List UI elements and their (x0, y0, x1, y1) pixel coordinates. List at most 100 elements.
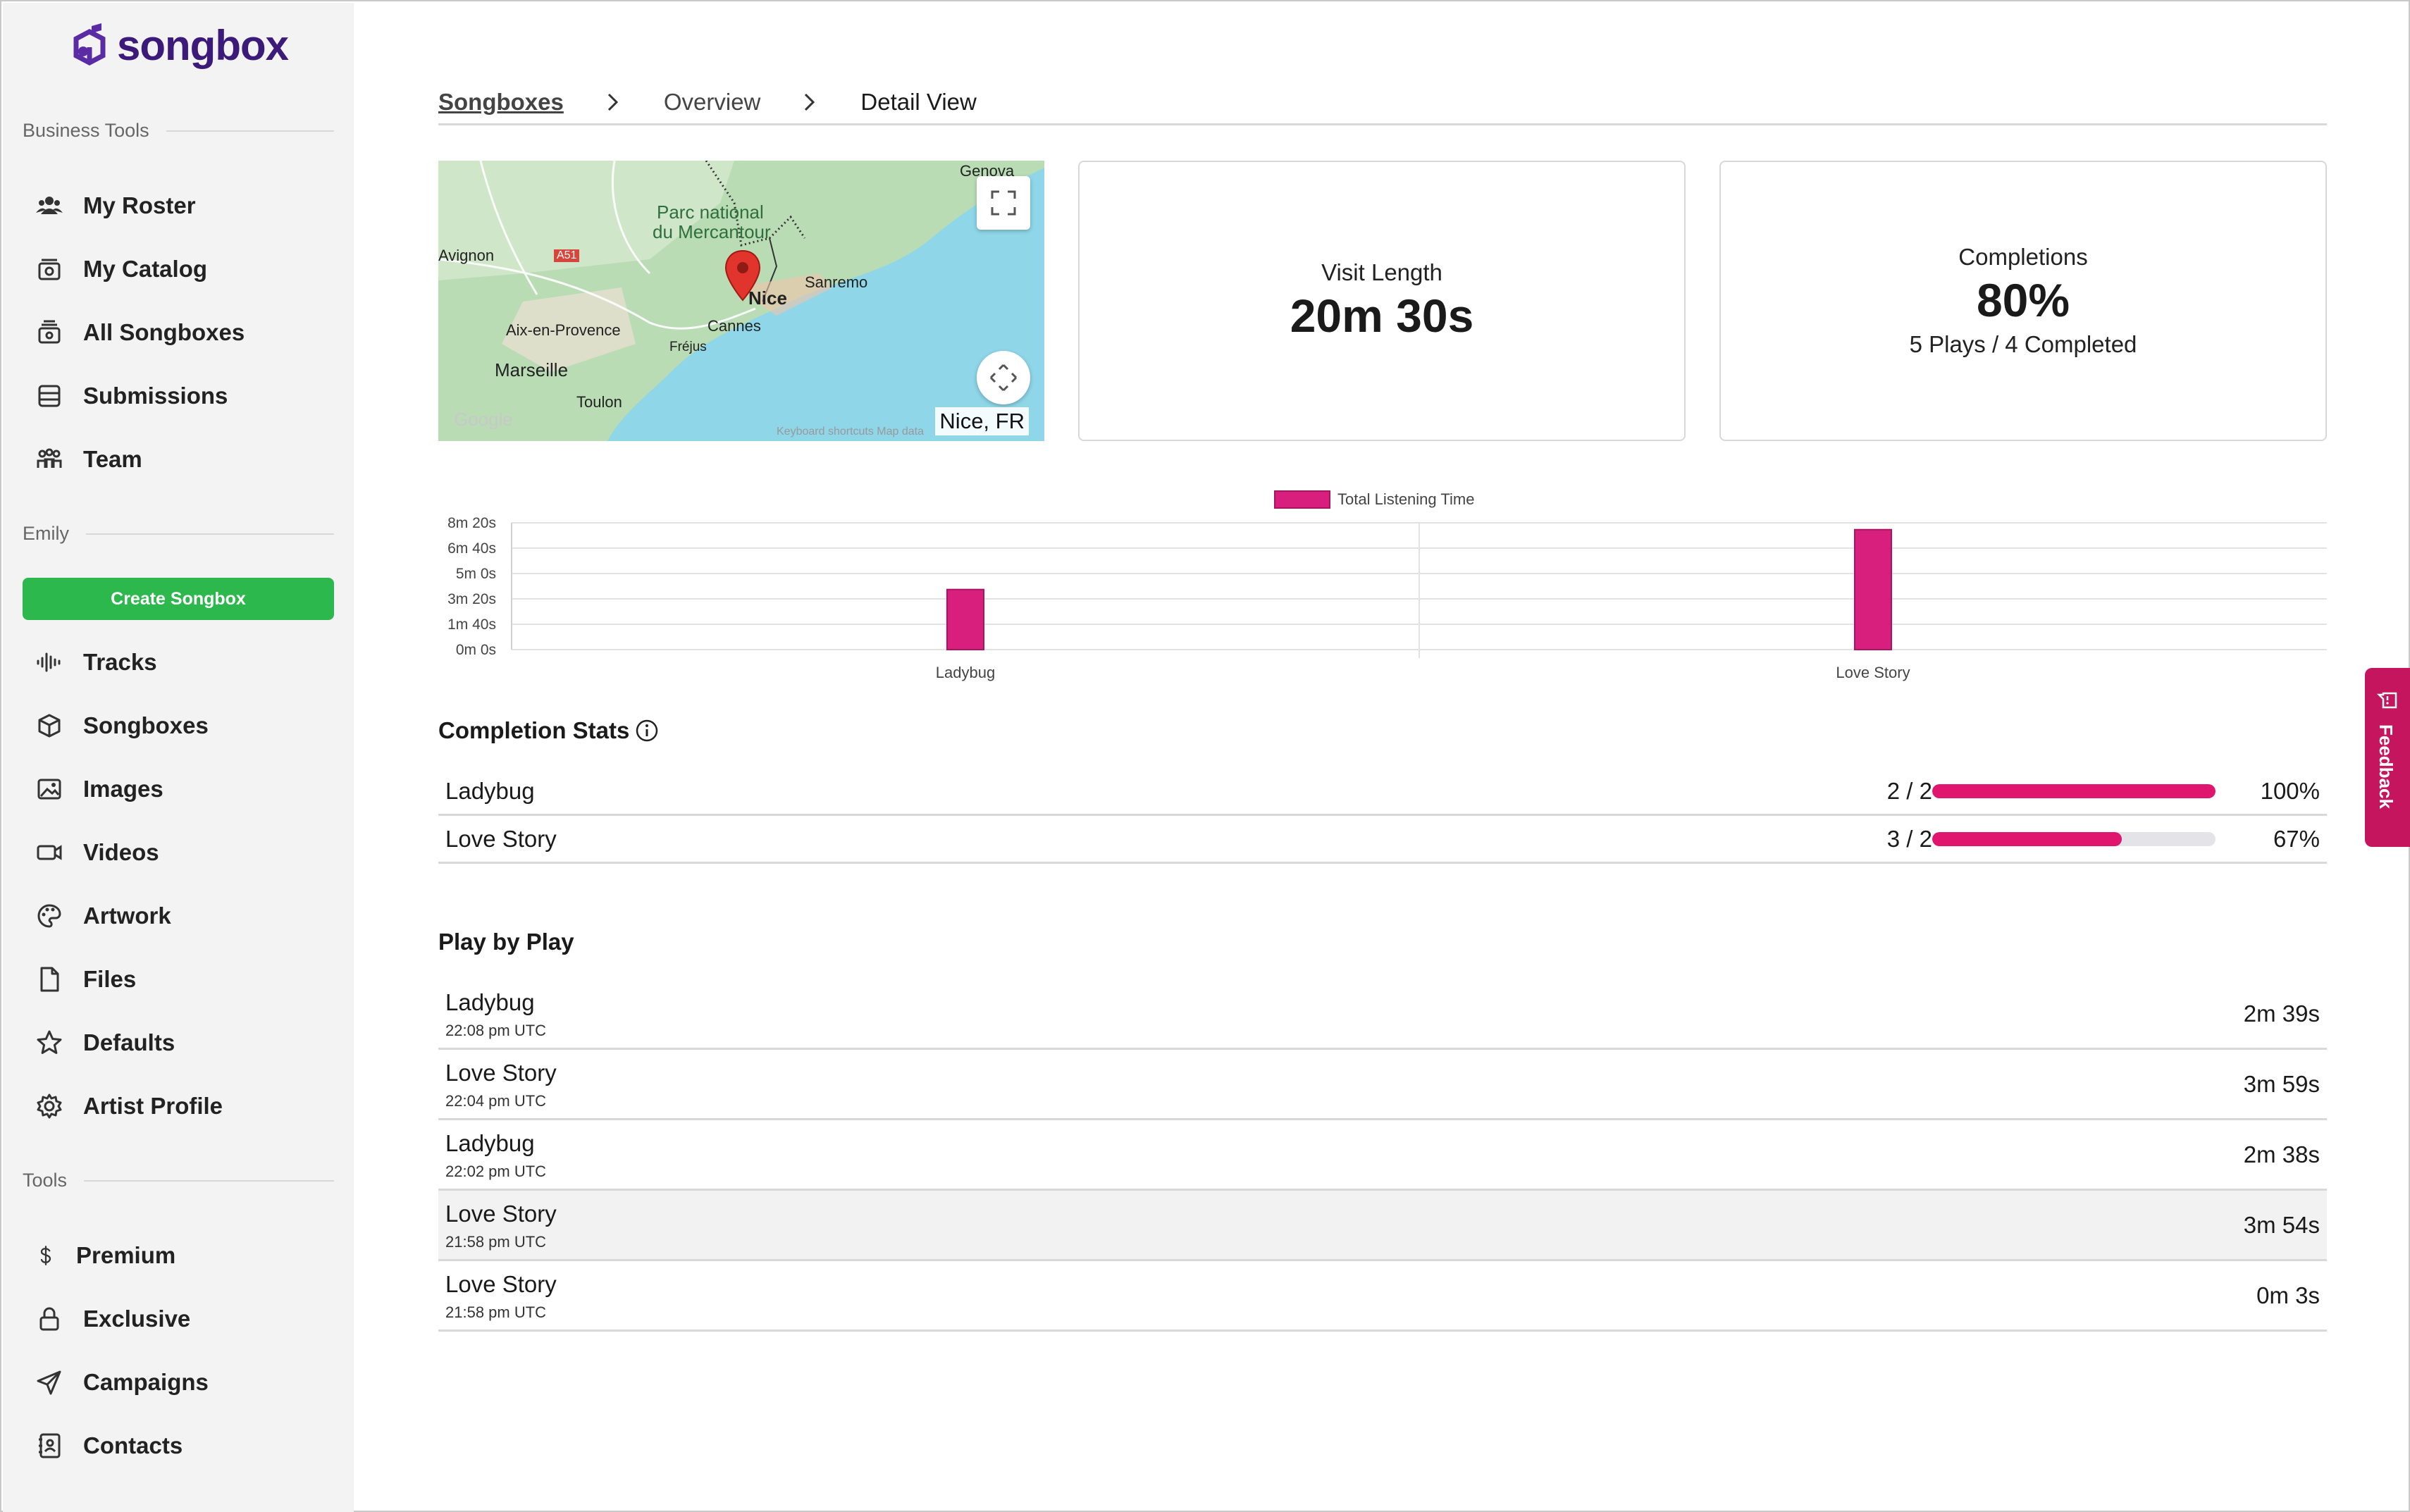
sidebar-item-videos[interactable]: Videos (35, 831, 159, 874)
y-tick-label: 6m 40s (447, 540, 496, 557)
sidebar-item-my-catalog[interactable]: My Catalog (35, 248, 207, 290)
breadcrumb-overview[interactable]: Overview (663, 89, 761, 115)
map-label: Marseille (495, 359, 569, 380)
map-pin-icon (724, 249, 761, 302)
map-label: Nice (748, 287, 787, 309)
completion-track-name: Love Story (445, 825, 557, 852)
sidebar-item-artist-profile[interactable]: Artist Profile (35, 1085, 223, 1127)
play-row[interactable]: Love Story 22:04 pm UTC 3m 59s (438, 1050, 2327, 1120)
sidebar-item-label: Songboxes (83, 712, 209, 738)
sidebar-item-label: My Catalog (83, 256, 208, 282)
feedback-tab[interactable]: Feedback (2365, 668, 2410, 847)
fullscreen-button[interactable] (977, 176, 1030, 230)
file-icon (40, 967, 59, 992)
completion-percent: 67% (2273, 825, 2320, 852)
feedback-label: Feedback (2375, 724, 2397, 809)
listening-time-chart: Total Listening Time 0m 0s 1m 40s 3m 20s 5m… (438, 481, 2327, 692)
sidebar-item-my-roster[interactable]: My Roster (35, 185, 196, 227)
sidebar-item-files[interactable]: Files (35, 958, 136, 1000)
completion-progress-bar (1932, 783, 2216, 798)
sidebar-item-exclusive[interactable]: Exclusive (35, 1298, 190, 1340)
sidebar-item-label: Images (83, 776, 163, 802)
sidebar-item-all-songboxes[interactable]: All Songboxes (35, 311, 245, 354)
play-row[interactable]: Love Story 21:58 pm UTC 3m 54s (438, 1191, 2327, 1261)
songbox-logo-icon (73, 23, 106, 66)
map-label: du Mercantour (653, 221, 771, 242)
x-tick-label: Love Story (1836, 664, 1910, 681)
play-track-name: Love Story (445, 1060, 557, 1086)
sidebar-item-images[interactable]: Images (35, 768, 163, 810)
submissions-icon (38, 385, 61, 407)
play-row[interactable]: Love Story 21:58 pm UTC 0m 3s (438, 1261, 2327, 1332)
info-icon[interactable] (635, 719, 659, 743)
completion-ratio: 3 / 2 (1886, 825, 1932, 852)
map-attribution: Keyboard shortcuts Map data (777, 426, 925, 438)
bar-love-story (1854, 528, 1892, 650)
map-label: Parc national (657, 202, 764, 223)
paper-plane-icon (37, 1370, 61, 1395)
y-tick-label: 3m 20s (447, 591, 496, 607)
map-label: Avignon (438, 247, 495, 264)
create-songbox-button[interactable]: Create Songbox (23, 578, 334, 620)
play-row[interactable]: Ladybug 22:02 pm UTC 2m 38s (438, 1120, 2327, 1191)
chevron-right-icon (805, 93, 815, 111)
roster-icon (36, 197, 63, 214)
play-track-name: Ladybug (445, 989, 535, 1015)
songbox-logo[interactable]: songbox (70, 21, 289, 70)
sidebar-item-campaigns[interactable]: Campaigns (35, 1361, 209, 1403)
feedback-icon (2376, 692, 2397, 709)
lock-icon (39, 1307, 59, 1331)
sidebar-item-defaults[interactable]: Defaults (35, 1022, 175, 1064)
sidebar-item-team[interactable]: Team (35, 438, 142, 481)
breadcrumb: Songboxes Overview Detail View (438, 89, 2327, 125)
sidebar-item-label: Submissions (83, 383, 228, 409)
x-tick-label: Ladybug (936, 664, 995, 681)
contact-card-icon (39, 1433, 61, 1458)
play-track-name: Ladybug (445, 1130, 535, 1156)
section-title-text: Completion Stats (438, 717, 630, 743)
chart-svg: 0m 0s 1m 40s 3m 20s 5m 0s 6m 40s 8m 20s Ladybu… (447, 515, 2327, 681)
video-icon (37, 845, 62, 860)
completions-detail: 5 Plays / 4 Completed (1909, 331, 2137, 357)
sidebar-item-tracks[interactable]: Tracks (35, 641, 157, 683)
completions-card: Completions 80% 5 Plays / 4 Completed (1719, 161, 2327, 441)
play-timestamp: 22:04 pm UTC (445, 1092, 547, 1110)
sidebar-item-label: Videos (83, 839, 159, 865)
location-map[interactable]: Parc national du Mercantour Avignon A51 … (438, 161, 1044, 441)
completion-progress-bar (1932, 831, 2216, 846)
play-timestamp: 21:58 pm UTC (445, 1303, 547, 1321)
sidebar-item-songboxes[interactable]: Songboxes (35, 705, 209, 747)
divider (84, 1179, 334, 1182)
completion-progress-fill (1932, 831, 2122, 846)
sidebar-item-premium[interactable]: Premium (35, 1234, 175, 1277)
sidebar-item-label: Exclusive (83, 1306, 191, 1332)
play-by-play-title: Play by Play (438, 929, 574, 955)
legend-label: Total Listening Time (1337, 490, 1475, 508)
visit-length-value: 20m 30s (1290, 290, 1474, 342)
visit-length-label: Visit Length (1321, 259, 1442, 285)
y-tick-label: 8m 20s (447, 515, 496, 531)
completion-track-name: Ladybug (445, 777, 535, 804)
sidebar-item-contacts[interactable]: Contacts (35, 1425, 183, 1467)
play-duration: 0m 3s (2256, 1282, 2320, 1308)
sidebar: songbox Business Tools My Roster My Cata… (3, 3, 354, 1512)
recenter-button[interactable] (977, 351, 1030, 404)
dollar-icon (40, 1246, 51, 1265)
google-logo: Google (454, 409, 513, 430)
play-track-name: Love Story (445, 1201, 557, 1227)
chart-legend[interactable]: Total Listening Time (1274, 490, 1474, 509)
chevron-right-icon (607, 93, 618, 111)
breadcrumb-songboxes[interactable]: Songboxes (438, 89, 564, 115)
map-label: Aix-en-Provence (506, 321, 621, 339)
play-duration: 2m 38s (2243, 1141, 2320, 1167)
section-title-text: Play by Play (438, 929, 574, 955)
waveform-icon (37, 652, 61, 672)
catalog-icon (38, 259, 61, 280)
brand-name: songbox (117, 22, 289, 69)
play-row[interactable]: Ladybug 22:08 pm UTC 2m 39s (438, 979, 2327, 1050)
user-heading: Emily (23, 523, 334, 545)
sidebar-item-artwork[interactable]: Artwork (35, 895, 171, 937)
completions-value: 80% (1976, 274, 2070, 326)
map-label: Toulon (576, 393, 622, 411)
sidebar-item-submissions[interactable]: Submissions (35, 375, 228, 417)
